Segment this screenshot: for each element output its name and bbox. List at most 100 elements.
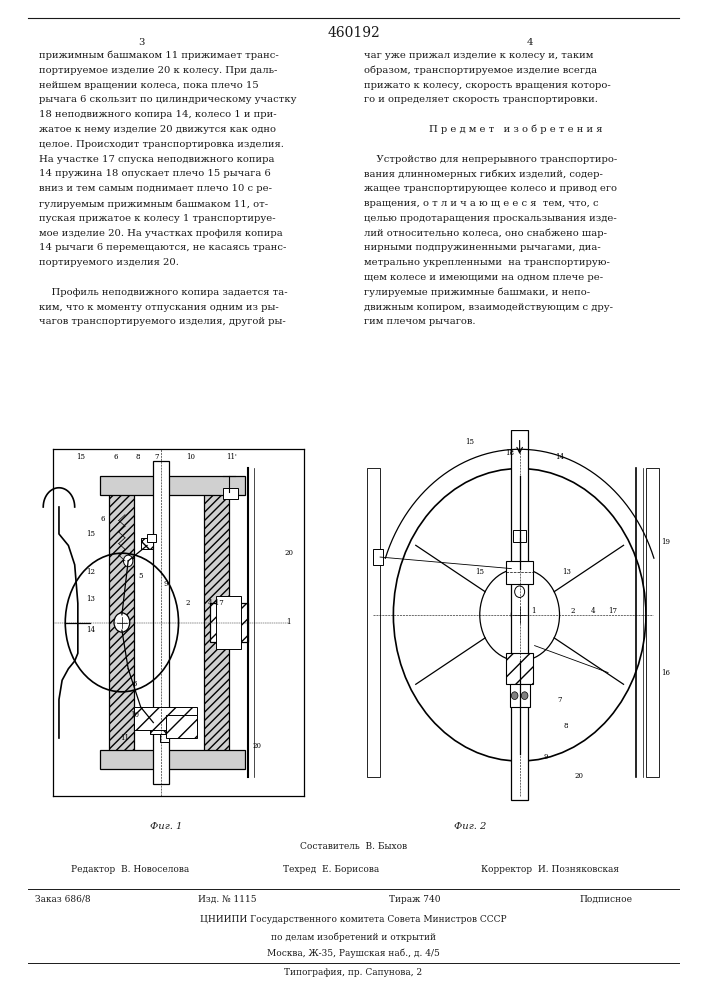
Text: гулируемым прижимным башмаком 11, от-: гулируемым прижимным башмаком 11, от- <box>39 199 268 209</box>
Text: Тираж 740: Тираж 740 <box>389 895 440 904</box>
Text: П р е д м е т   и з о б р е т е н и я: П р е д м е т и з о б р е т е н и я <box>429 125 603 134</box>
Text: Фиг. 1: Фиг. 1 <box>150 822 182 831</box>
Text: 18 неподвижного копира 14, колесо 1 и при-: 18 неподвижного копира 14, колесо 1 и пр… <box>39 110 276 119</box>
Text: 13: 13 <box>562 568 571 576</box>
Text: образом, транспортируемое изделие всегда: образом, транспортируемое изделие всегда <box>364 66 597 75</box>
Text: 460192: 460192 <box>327 26 380 40</box>
Text: 20: 20 <box>575 772 584 780</box>
Text: 20: 20 <box>284 549 293 557</box>
Bar <box>153 461 169 784</box>
Text: Подписное: Подписное <box>580 895 633 904</box>
Bar <box>506 653 533 684</box>
Bar <box>223 488 238 499</box>
Text: Профиль неподвижного копира задается та-: Профиль неподвижного копира задается та- <box>39 288 288 297</box>
Text: 1: 1 <box>286 618 291 626</box>
Text: жащее транспортирующее колесо и привод его: жащее транспортирующее колесо и привод е… <box>364 184 617 193</box>
Text: 6: 6 <box>101 515 105 523</box>
Text: Техред  Е. Борисова: Техред Е. Борисова <box>283 865 379 874</box>
Text: гулируемые прижимные башмаки, и непо-: гулируемые прижимные башмаки, и непо- <box>364 288 590 297</box>
Text: 15: 15 <box>475 568 484 576</box>
Bar <box>141 538 153 549</box>
Text: Устройство для непрерывного транспортиро-: Устройство для непрерывного транспортиро… <box>364 155 617 164</box>
Text: 15: 15 <box>465 438 474 446</box>
Bar <box>216 596 241 649</box>
Text: движным копиром, взаимодействующим с дру-: движным копиром, взаимодействующим с дру… <box>364 303 613 312</box>
Text: гим плечом рычагов.: гим плечом рычагов. <box>364 317 476 326</box>
Text: нирными подпружиненными рычагами, диа-: нирными подпружиненными рычагами, диа- <box>364 243 601 252</box>
Bar <box>506 561 533 584</box>
Bar <box>160 734 169 742</box>
Text: 6: 6 <box>113 453 118 461</box>
Text: щем колесе и имеющими на одном плече ре-: щем колесе и имеющими на одном плече ре- <box>364 273 603 282</box>
Text: На участке 17 спуска неподвижного копира: На участке 17 спуска неподвижного копира <box>39 155 274 164</box>
Text: 9: 9 <box>544 753 549 761</box>
Text: 14: 14 <box>555 453 564 461</box>
Text: го и определяет скорость транспортировки.: го и определяет скорость транспортировки… <box>364 95 598 104</box>
Text: чаг уже прижал изделие к колесу и, таким: чаг уже прижал изделие к колесу и, таким <box>364 51 593 60</box>
Text: 8: 8 <box>564 722 568 730</box>
Text: 20: 20 <box>252 742 262 750</box>
Bar <box>134 707 197 730</box>
Text: 13: 13 <box>86 595 95 603</box>
Text: пуская прижатое к колесу 1 транспортируе-: пуская прижатое к колесу 1 транспортируе… <box>39 214 276 223</box>
Text: 10: 10 <box>187 453 196 461</box>
Text: 10: 10 <box>130 711 139 719</box>
Bar <box>110 488 134 757</box>
Text: 5: 5 <box>139 572 143 580</box>
Text: 11: 11 <box>120 734 129 742</box>
Text: 2: 2 <box>186 599 190 607</box>
Text: 7: 7 <box>154 453 159 461</box>
Text: 19: 19 <box>661 538 670 546</box>
Circle shape <box>511 605 528 624</box>
Text: нейшем вращении колеса, пока плечо 15: нейшем вращении колеса, пока плечо 15 <box>39 81 259 90</box>
Text: 17: 17 <box>608 607 617 615</box>
Text: Типография, пр. Сапунова, 2: Типография, пр. Сапунова, 2 <box>284 968 423 977</box>
Bar <box>513 530 526 542</box>
Text: Изд. № 1115: Изд. № 1115 <box>198 895 257 904</box>
Circle shape <box>124 555 133 567</box>
Text: вания длинномерных гибких изделий, содер-: вания длинномерных гибких изделий, содер… <box>364 169 603 179</box>
Text: 15: 15 <box>76 453 86 461</box>
Text: по делам изобретений и открытий: по делам изобретений и открытий <box>271 932 436 942</box>
Text: ЦНИИПИ Государственного комитета Совета Министров СССР: ЦНИИПИ Государственного комитета Совета … <box>200 915 507 924</box>
Text: прижато к колесу, скорость вращения которо-: прижато к колесу, скорость вращения кото… <box>364 81 611 90</box>
Text: метрально укрепленными  на транспортирую-: метрально укрепленными на транспортирую- <box>364 258 610 267</box>
Bar <box>646 468 659 776</box>
Text: мое изделие 20. На участках профиля копира: мое изделие 20. На участках профиля копи… <box>39 229 283 238</box>
Text: 1: 1 <box>531 607 535 615</box>
Text: 11': 11' <box>226 453 238 461</box>
Text: Составитель  В. Быхов: Составитель В. Быхов <box>300 842 407 851</box>
Bar <box>100 750 245 769</box>
Text: портируемого изделия 20.: портируемого изделия 20. <box>39 258 179 267</box>
Text: 3: 3 <box>138 38 145 47</box>
Text: 3: 3 <box>132 680 136 688</box>
Text: 2: 2 <box>571 607 575 615</box>
Text: жатое к нему изделие 20 движутся как одно: жатое к нему изделие 20 движутся как одн… <box>39 125 276 134</box>
Bar <box>147 534 156 542</box>
Bar <box>166 715 197 738</box>
Bar <box>373 549 383 565</box>
Bar <box>210 603 247 642</box>
Circle shape <box>515 586 525 597</box>
Bar <box>367 468 380 776</box>
Circle shape <box>511 692 518 700</box>
Text: ким, что к моменту отпускания одним из ры-: ким, что к моменту отпускания одним из р… <box>39 303 279 312</box>
Text: Корректор  И. Позняковская: Корректор И. Позняковская <box>481 865 619 874</box>
Circle shape <box>114 613 130 632</box>
Text: 15: 15 <box>86 530 95 538</box>
Bar <box>510 684 530 707</box>
Text: Редактор  В. Новоселова: Редактор В. Новоселова <box>71 865 189 874</box>
Text: вниз и тем самым поднимает плечо 10 с ре-: вниз и тем самым поднимает плечо 10 с ре… <box>39 184 272 193</box>
Text: 4 17: 4 17 <box>209 599 224 607</box>
Text: рычага 6 скользит по цилиндрическому участку: рычага 6 скользит по цилиндрическому уча… <box>39 95 296 104</box>
Text: 14 пружина 18 опускает плечо 15 рычага 6: 14 пружина 18 опускает плечо 15 рычага 6 <box>39 169 271 178</box>
Text: 9: 9 <box>164 580 168 588</box>
Bar <box>204 488 229 757</box>
Text: 14 рычаги 6 перемещаются, не касаясь транс-: 14 рычаги 6 перемещаются, не касаясь тра… <box>39 243 286 252</box>
Text: Москва, Ж-35, Раушская наб., д. 4/5: Москва, Ж-35, Раушская наб., д. 4/5 <box>267 949 440 958</box>
Bar <box>150 723 166 734</box>
Text: 4: 4 <box>590 607 595 615</box>
Text: портируемое изделие 20 к колесу. При даль-: портируемое изделие 20 к колесу. При дал… <box>39 66 277 75</box>
Text: 16: 16 <box>661 669 670 677</box>
Text: Фиг. 2: Фиг. 2 <box>454 822 486 831</box>
